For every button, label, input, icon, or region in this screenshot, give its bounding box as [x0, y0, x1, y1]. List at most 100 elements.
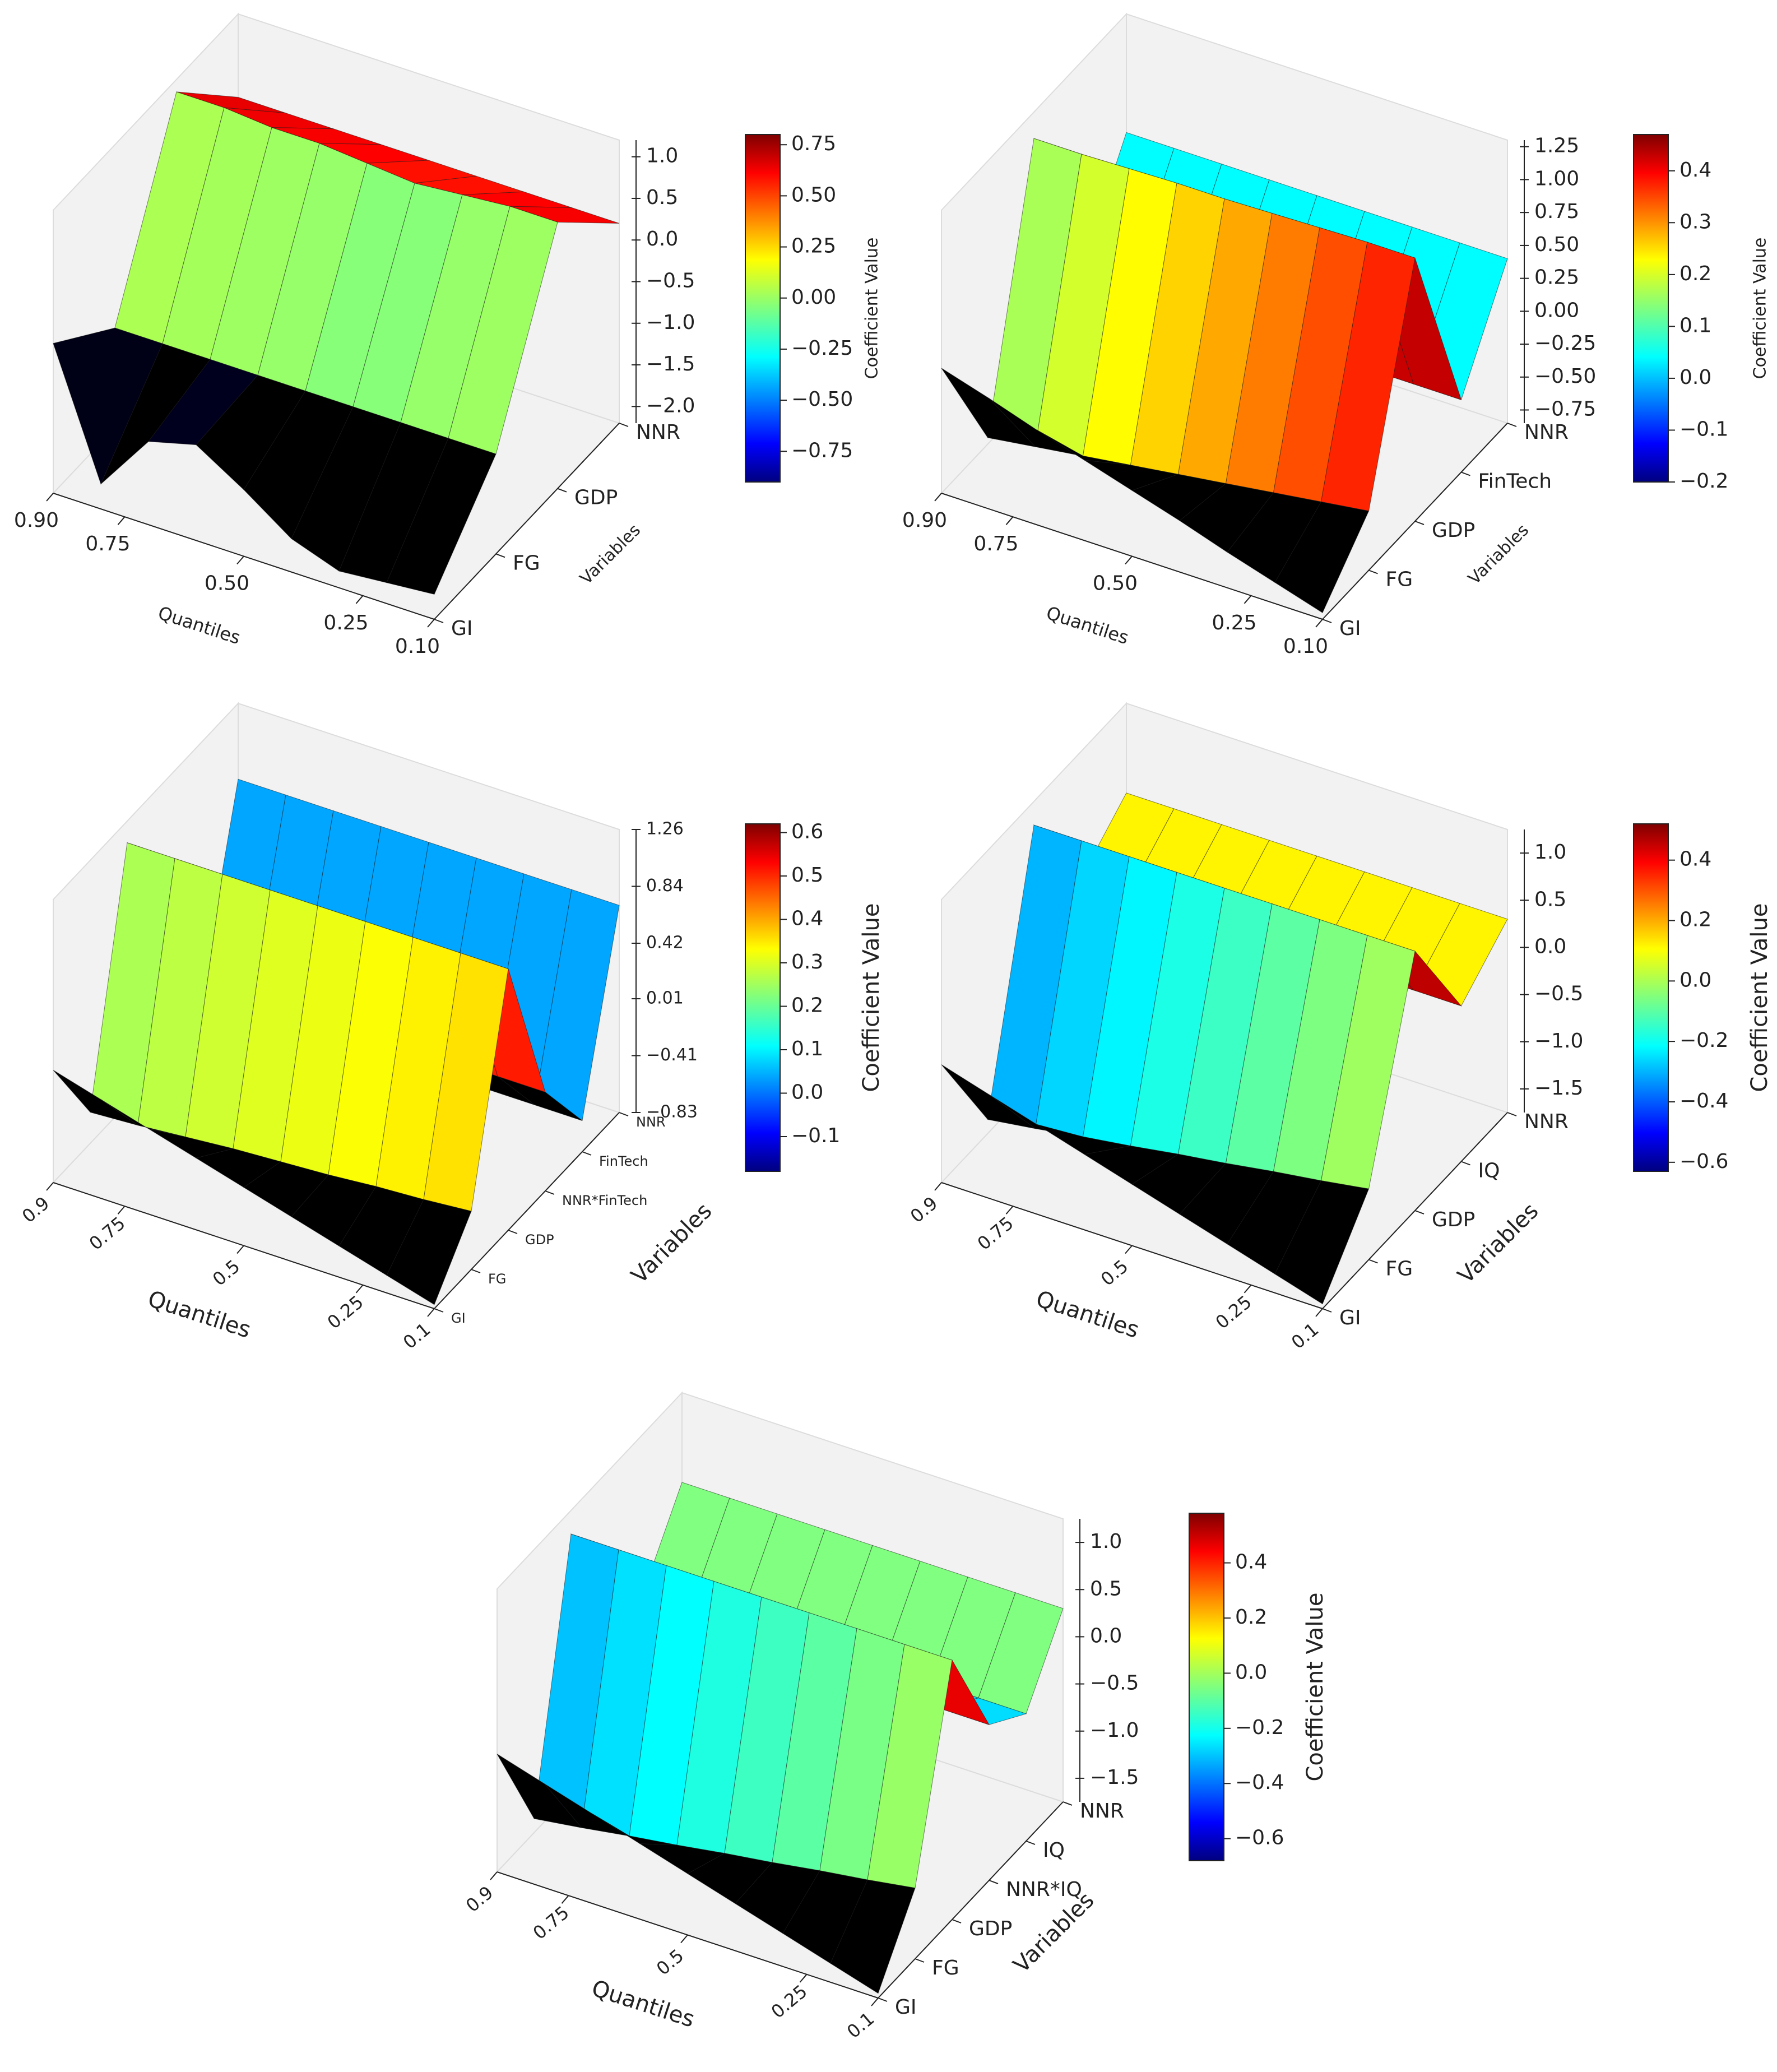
- colorbar-tick-label: −0.6: [1679, 1150, 1728, 1173]
- y-tick: [434, 1308, 444, 1313]
- x-tick: [871, 1997, 879, 2006]
- y-axis-label: Variables: [627, 1198, 717, 1289]
- x-tick: [680, 1934, 688, 1944]
- y-tick-label: GI: [895, 1996, 917, 2019]
- axis-line: [434, 423, 620, 620]
- colorbar-tick-label: 0.1: [1679, 314, 1711, 337]
- colorbar-tick-label: −0.25: [791, 337, 853, 360]
- colorbar-tick-label: 0.4: [1679, 848, 1711, 871]
- z-tick-label: 1.0: [1534, 841, 1566, 864]
- x-tick-label: 0.75: [529, 1902, 573, 1944]
- y-tick: [1414, 521, 1425, 525]
- x-tick-label: 0.5: [652, 1945, 688, 1980]
- z-tick-label: 0.00: [1534, 299, 1579, 322]
- y-tick-label: NNR*FinTech: [562, 1193, 647, 1208]
- axis-line: [878, 1801, 1064, 1999]
- colorbar-tick-label: 0.2: [1679, 908, 1711, 931]
- x-axis-label: Quantiles: [1033, 1286, 1142, 1343]
- colorbar-label: Coefficient Value: [1302, 1593, 1328, 1782]
- y-tick: [1063, 1801, 1073, 1806]
- x-tick-label: 0.50: [205, 572, 249, 595]
- x-tick-label: 0.25: [767, 1981, 811, 2023]
- y-tick: [508, 1230, 518, 1234]
- colorbar-tick-label: 0.0: [1679, 366, 1711, 389]
- x-tick-label: 0.90: [14, 509, 59, 532]
- z-tick-label: −0.5: [1090, 1672, 1139, 1695]
- colorbar-tick-label: 0.00: [791, 286, 836, 309]
- x-tick: [1005, 1206, 1014, 1215]
- colorbar-tick-label: −0.6: [1235, 1827, 1284, 1849]
- y-tick-label: GI: [451, 1310, 466, 1326]
- colorbar-label: Coefficient Value: [859, 903, 884, 1092]
- z-tick-label: 0.84: [646, 876, 684, 896]
- surface-chart: 0.9 0.75 0.5 0.25 0.1 Quantiles GI FG GDP NNR*Fin…: [18, 702, 884, 1353]
- y-tick-label: NNR: [1524, 1110, 1569, 1133]
- z-tick-label: −0.41: [646, 1045, 698, 1065]
- colorbar-label: Coefficient Value: [862, 238, 882, 379]
- y-tick: [1461, 471, 1470, 476]
- y-tick: [1507, 1112, 1517, 1116]
- z-tick-label: 1.26: [646, 819, 684, 839]
- x-tick: [46, 493, 54, 502]
- z-tick-label: −1.5: [646, 353, 695, 376]
- y-tick-label: FG: [1386, 1258, 1413, 1281]
- colorbar-tick-label: 0.2: [1235, 1606, 1267, 1629]
- y-tick-label: IQ: [1043, 1839, 1065, 1862]
- x-tick: [236, 555, 244, 565]
- x-tick: [427, 619, 435, 628]
- x-tick-label: 0.50: [1093, 572, 1138, 595]
- x-tick-label: 0.1: [843, 2008, 878, 2043]
- z-tick-label: 0.5: [646, 186, 678, 209]
- y-tick-label: FG: [932, 1957, 959, 1980]
- colorbar-tick-label: −0.75: [791, 439, 853, 462]
- x-axis-label: Quantiles: [145, 1286, 254, 1343]
- y-tick-label: FinTech: [1478, 470, 1552, 493]
- y-tick: [619, 1112, 629, 1116]
- colorbar-tick-label: −0.1: [791, 1124, 840, 1147]
- z-tick-label: −1.0: [1534, 1030, 1583, 1053]
- z-tick-label: 0.0: [1534, 935, 1566, 958]
- y-tick: [619, 423, 629, 427]
- x-tick: [1125, 555, 1133, 565]
- x-tick: [934, 493, 942, 502]
- x-tick-label: 0.75: [85, 1212, 129, 1254]
- x-axis-label: Quantiles: [1043, 602, 1131, 648]
- colorbar: [745, 134, 781, 483]
- colorbar-tick-label: 0.4: [791, 907, 823, 930]
- x-tick-label: 0.25: [323, 1291, 368, 1333]
- y-tick-label: NNR: [1080, 1800, 1124, 1823]
- y-tick: [878, 1997, 888, 2002]
- y-tick-label: NNR*IQ: [1006, 1878, 1082, 1901]
- y-tick: [989, 1880, 999, 1884]
- y-tick: [1461, 1161, 1470, 1166]
- y-tick: [952, 1919, 962, 1923]
- colorbar-label: Coefficient Value: [1751, 238, 1770, 379]
- colorbar-tick-label: −0.4: [1235, 1771, 1284, 1794]
- surface-patch: [386, 438, 497, 595]
- colorbar-tick-label: −0.50: [791, 388, 853, 411]
- x-tick: [1244, 1285, 1252, 1294]
- y-tick: [434, 619, 444, 623]
- z-tick-label: −1.5: [1090, 1766, 1139, 1789]
- y-tick: [915, 1958, 925, 1963]
- x-tick-label: 0.25: [323, 611, 368, 634]
- z-tick-label: 0.42: [646, 933, 684, 952]
- surface-patch: [830, 1879, 916, 1994]
- colorbar-label: Coefficient Value: [1747, 903, 1773, 1092]
- x-tick-label: 0.9: [18, 1193, 53, 1227]
- axis-line: [434, 1112, 620, 1309]
- colorbar: [745, 823, 781, 1172]
- colorbar-tick-label: −0.2: [1679, 1029, 1728, 1052]
- z-tick-label: −2.0: [646, 394, 695, 417]
- z-tick-label: −0.83: [646, 1102, 698, 1122]
- x-tick-label: 0.25: [1212, 1291, 1256, 1333]
- y-tick: [557, 488, 567, 493]
- x-tick: [1005, 516, 1014, 525]
- z-tick-label: 0.50: [1534, 233, 1579, 256]
- x-tick-label: 0.75: [973, 532, 1018, 555]
- colorbar-tick-label: 0.2: [791, 994, 823, 1017]
- z-tick-label: 0.75: [1534, 200, 1579, 223]
- y-tick-label: IQ: [1478, 1160, 1500, 1183]
